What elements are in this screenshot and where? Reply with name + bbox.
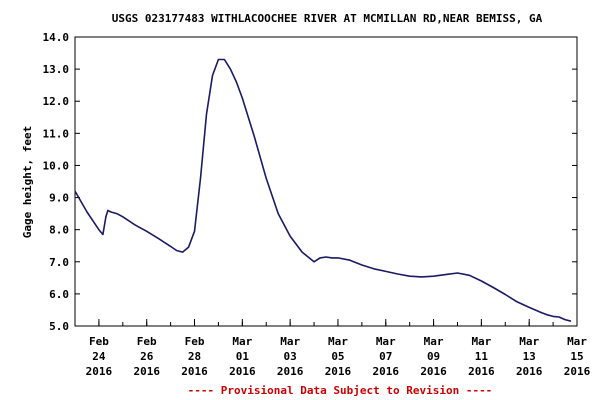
x-tick-label-line: 2016 [133,365,160,378]
chart-title: USGS 023177483 WITHLACOOCHEE RIVER AT MC… [112,12,543,25]
x-tick-label-line: Mar [424,335,444,348]
x-tick-label: Feb 26 2016 [133,335,160,378]
x-tick-label-line: Mar [280,335,300,348]
y-axis: 5.0 6.0 7.0 8.0 9.0 10.0 11.0 12.0 13.0 14.0 [43,31,577,333]
x-tick-label-line: 01 [236,350,250,363]
x-tick-label-line: 2016 [325,365,352,378]
x-tick-label-line: Mar [519,335,539,348]
x-tick-label: Feb 28 2016 [181,335,208,378]
x-tick-label: Mar 01 2016 [229,335,256,378]
x-tick-label-line: 2016 [277,365,304,378]
x-tick-label: Mar 03 2016 [277,335,304,378]
x-tick-label-line: 2016 [468,365,495,378]
y-tick-label: 5.0 [49,320,69,333]
x-tick-label-line: 09 [427,350,440,363]
x-tick-label: Mar 15 2016 [564,335,591,378]
x-tick-label-line: 26 [140,350,154,363]
x-tick-label-line: Mar [471,335,491,348]
x-tick-label-line: 24 [92,350,106,363]
series-layer [74,58,572,322]
x-tick-label: Mar 09 2016 [420,335,447,378]
x-tick-label-line: Feb [185,335,205,348]
y-tick-label: 12.0 [43,95,70,108]
y-tick-label: 8.0 [49,224,69,237]
x-tick-label-line: Mar [567,335,587,348]
x-tick-label-line: 05 [331,350,344,363]
y-tick-label: 13.0 [43,63,70,76]
x-tick-label-line: 15 [570,350,583,363]
x-tick-label-line: Feb [137,335,157,348]
x-tick-label-line: 28 [188,350,201,363]
x-tick-label-line: 07 [379,350,392,363]
x-tick-label-line: 13 [523,350,536,363]
y-tick-label: 14.0 [43,31,70,44]
x-tick-label-line: 2016 [229,365,256,378]
y-tick-label: 11.0 [43,127,70,140]
x-tick-label-line: 2016 [516,365,543,378]
x-tick-label: Feb 24 2016 [86,335,113,378]
x-tick-label-line: 03 [284,350,297,363]
x-tick-label-line: 2016 [181,365,208,378]
y-tick-label: 7.0 [49,256,69,269]
x-tick-label-line: Mar [328,335,348,348]
x-tick-label-line: 2016 [420,365,447,378]
x-tick-label: Mar 11 2016 [468,335,495,378]
x-tick-label-line: Mar [376,335,396,348]
y-tick-label: 9.0 [49,192,69,205]
x-tick-label: Mar 13 2016 [516,335,543,378]
x-tick-label-line: Feb [89,335,109,348]
y-tick-label: 6.0 [49,288,69,301]
x-tick-label: Mar 07 2016 [373,335,400,378]
y-axis-label: Gage height, feet [21,126,34,239]
x-tick-label-line: Mar [232,335,252,348]
x-tick-label-line: 2016 [373,365,400,378]
x-tick-label-line: 2016 [564,365,591,378]
x-tick-label: Mar 05 2016 [325,335,352,378]
plot-area-frame [74,36,578,327]
gage-height-series-line [74,58,572,322]
x-axis: Feb 24 2016 Feb 26 2016 Feb 28 2016 Mar 01 2016 Mar 0… [74,319,591,378]
x-tick-label-line: 2016 [86,365,113,378]
provisional-data-note: ---- Provisional Data Subject to Revisio… [188,384,493,397]
x-tick-label-line: 11 [475,350,489,363]
y-tick-label: 10.0 [43,159,70,172]
